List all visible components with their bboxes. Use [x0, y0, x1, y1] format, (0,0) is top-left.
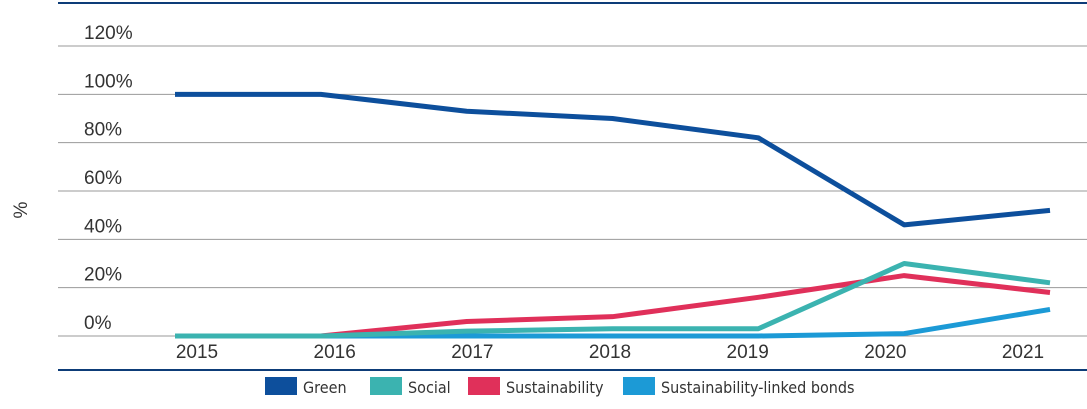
x-tick-label: 2019: [727, 342, 769, 363]
y-tick-label: 100%: [84, 71, 133, 92]
x-tick-label: 2017: [451, 342, 493, 363]
y-tick-label: 20%: [84, 265, 122, 286]
legend-swatch: [623, 377, 655, 395]
y-tick-label: 120%: [84, 23, 133, 44]
x-tick-label: 2015: [176, 342, 218, 363]
x-tick-label: 2016: [314, 342, 356, 363]
y-tick-label: 0%: [84, 313, 112, 334]
y-tick-label: 80%: [84, 120, 122, 141]
legend-label: Sustainability-linked bonds: [661, 378, 855, 397]
x-tick-label: 2021: [1002, 342, 1044, 363]
series-line: [175, 91, 1051, 228]
legend-swatch: [265, 377, 297, 395]
y-tick-label: 60%: [84, 168, 122, 189]
y-tick-label: 40%: [84, 216, 122, 237]
x-tick-label: 2020: [864, 342, 906, 363]
series-line: [175, 306, 1051, 339]
legend-label: Sustainability: [506, 378, 604, 397]
legend-label: Green: [303, 378, 347, 397]
legend-swatch: [468, 377, 500, 395]
legend-swatch: [370, 377, 402, 395]
legend-label: Social: [408, 378, 451, 397]
x-tick-label: 2018: [589, 342, 631, 363]
y-axis-label: %: [11, 201, 32, 218]
series-line: [175, 261, 1051, 339]
